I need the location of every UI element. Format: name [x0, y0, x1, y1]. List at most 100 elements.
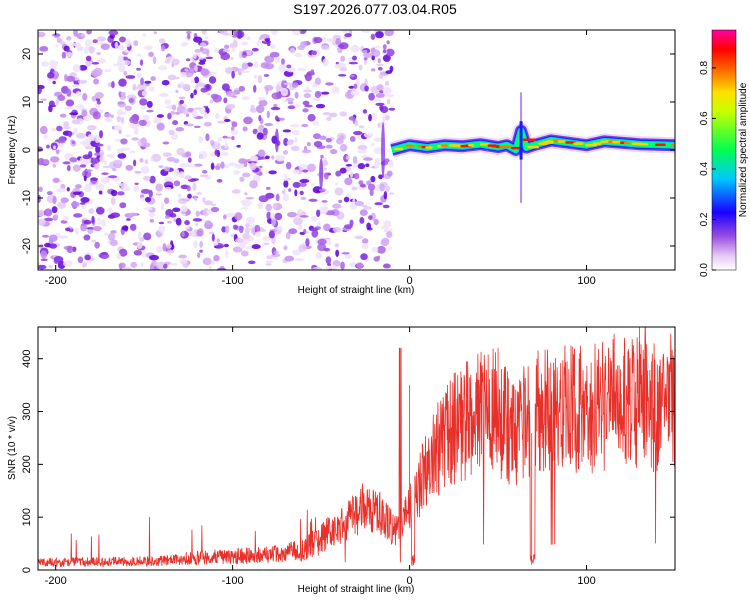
- noise-speck: [39, 125, 48, 135]
- noise-speck: [96, 36, 106, 42]
- colorbar-frame: [711, 29, 737, 271]
- x-tick-label: -200: [45, 575, 67, 587]
- noise-speck: [210, 139, 215, 147]
- noise-speck: [82, 261, 87, 268]
- noise-speck: [291, 82, 299, 88]
- noise-speck: [144, 196, 152, 203]
- noise-speck: [57, 94, 66, 101]
- noise-speck: [301, 149, 312, 154]
- noise-speck: [334, 182, 339, 186]
- noise-speck: [322, 36, 327, 43]
- noise-speck: [83, 46, 89, 55]
- noise-speck: [301, 123, 309, 128]
- noise-speck: [130, 261, 138, 269]
- noise-speck: [253, 84, 257, 93]
- noise-speck: [111, 80, 115, 89]
- spectrogram-noise-region: [38, 30, 396, 270]
- noise-speck: [381, 115, 386, 123]
- noise-speck: [231, 121, 238, 128]
- noise-speck: [150, 76, 156, 81]
- noise-speck: [225, 67, 234, 75]
- noise-speck: [274, 115, 279, 121]
- noise-speck: [325, 256, 332, 265]
- noise-speck: [67, 130, 72, 138]
- snr-y-axis-label: SNR (10 * v/v): [7, 416, 18, 480]
- noise-speck: [232, 95, 237, 98]
- noise-speck: [197, 57, 205, 60]
- noise-speck: [231, 189, 241, 194]
- noise-speck: [377, 57, 381, 64]
- noise-speck: [363, 58, 367, 66]
- noise-speck: [370, 68, 376, 72]
- noise-speck: [81, 109, 88, 117]
- noise-speck: [193, 125, 201, 129]
- noise-speck: [157, 65, 168, 71]
- noise-speck: [234, 87, 240, 91]
- noise-speck: [271, 30, 278, 36]
- noise-speck: [376, 245, 386, 254]
- noise-speck: [249, 162, 257, 171]
- noise-speck: [213, 254, 220, 262]
- noise-speck: [195, 222, 199, 226]
- noise-speck: [151, 260, 157, 266]
- noise-speck: [98, 190, 103, 195]
- noise-speck: [133, 127, 139, 136]
- noise-speck: [384, 158, 390, 163]
- noise-speck: [354, 235, 364, 240]
- noise-speck: [119, 36, 126, 43]
- noise-speck: [113, 159, 123, 164]
- noise-speck: [305, 238, 310, 247]
- noise-speck: [290, 123, 300, 128]
- noise-speck: [368, 92, 375, 101]
- noise-speck: [353, 83, 358, 89]
- noise-speck: [129, 116, 136, 124]
- y-tick-label: 400: [21, 350, 33, 368]
- noise-speck: [186, 164, 196, 168]
- noise-speck: [222, 48, 231, 53]
- noise-speck: [377, 122, 381, 128]
- noise-speck: [120, 138, 128, 145]
- noise-speck: [53, 214, 59, 219]
- noise-speck: [184, 220, 190, 226]
- noise-speck: [66, 88, 72, 97]
- noise-speck: [335, 37, 342, 46]
- y-tick-label: 200: [21, 455, 33, 473]
- noise-speck: [371, 246, 379, 253]
- noise-speck: [349, 74, 355, 78]
- noise-speck: [185, 31, 192, 34]
- noise-speck: [215, 112, 220, 119]
- noise-speck: [384, 80, 390, 86]
- noise-speck: [239, 176, 245, 182]
- noise-speck: [158, 225, 166, 234]
- noise-speck: [382, 204, 390, 209]
- noise-speck: [206, 92, 211, 96]
- noise-speck: [98, 130, 104, 139]
- noise-speck: [158, 221, 165, 225]
- noise-speck: [246, 62, 253, 67]
- noise-speck: [339, 143, 348, 152]
- noise-speck: [190, 78, 195, 84]
- noise-speck: [298, 163, 309, 172]
- noise-speck: [78, 64, 88, 71]
- noise-speck: [126, 218, 131, 221]
- noise-speck: [322, 58, 329, 67]
- noise-speck: [108, 232, 116, 241]
- noise-speck: [274, 212, 283, 221]
- noise-speck: [146, 109, 154, 113]
- noise-speck: [208, 265, 213, 270]
- noise-speck: [257, 96, 266, 101]
- noise-speck: [335, 137, 344, 145]
- noise-speck: [75, 132, 86, 139]
- noise-speck: [265, 186, 271, 190]
- noise-speck: [240, 70, 250, 74]
- noise-speck: [335, 170, 342, 177]
- noise-speck: [245, 36, 251, 41]
- noise-speck: [222, 214, 227, 220]
- noise-speck: [193, 36, 203, 43]
- noise-speck: [133, 185, 140, 192]
- noise-speck: [328, 112, 336, 118]
- noise-speck: [72, 191, 82, 196]
- noise-speck: [325, 144, 333, 149]
- noise-speck: [245, 246, 253, 250]
- noise-speck: [178, 96, 186, 100]
